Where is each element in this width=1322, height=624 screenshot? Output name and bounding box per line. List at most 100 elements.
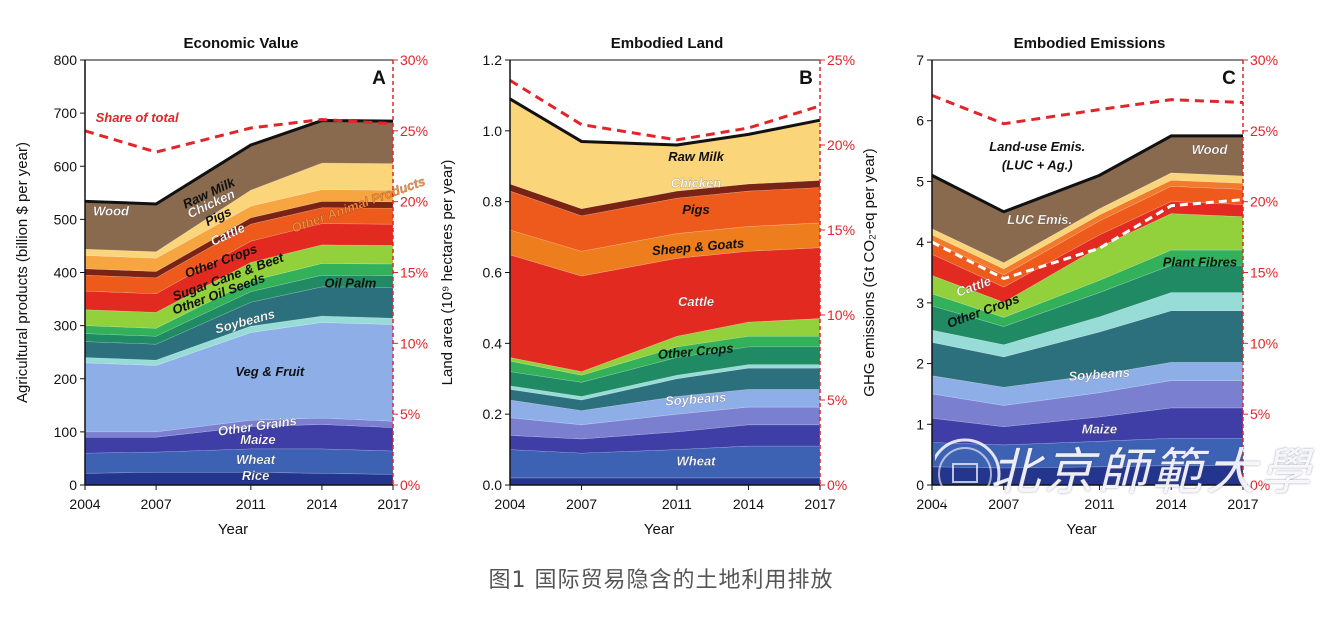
y-tick-label: 0.0: [483, 477, 503, 493]
y-tick-label: 6: [916, 113, 924, 129]
y2-tick-label: 0%: [1250, 477, 1270, 493]
share-of-total-line: [84, 117, 394, 154]
y-axis-label: GHG emissions (Gt CO₂-eq per year): [861, 148, 878, 396]
y2-tick-label: 20%: [400, 194, 428, 210]
y-tick-label: 4: [916, 234, 924, 250]
series-label-plant-fibres: Plant Fibres: [1163, 254, 1237, 269]
y-axis-label: Agricultural products (billion $ per yea…: [14, 142, 31, 403]
x-axis-label: Year: [1066, 521, 1096, 538]
y-tick-label: 800: [54, 52, 78, 68]
y2-tick-label: 30%: [400, 52, 428, 68]
series-label-cattle: Cattle: [678, 294, 714, 309]
y2-tick-label: 0%: [827, 477, 847, 493]
x-tick-label: 2014: [733, 496, 764, 512]
series-label-share-of-total: Share of total: [96, 110, 179, 125]
y2-tick-label: 5%: [400, 406, 420, 422]
y-tick-label: 3: [916, 295, 924, 311]
y-tick-label: 7: [916, 52, 924, 68]
series-label-rice: Rice: [242, 468, 269, 483]
x-tick-label: 2017: [804, 496, 835, 512]
y2-tick-label: 25%: [1250, 123, 1278, 139]
series-label-luc-emis: LUC Emis.: [1007, 212, 1072, 227]
series-label-oil-palm: Oil Palm: [324, 275, 376, 290]
y2-tick-label: 30%: [1250, 52, 1278, 68]
x-tick-label: 2004: [916, 496, 947, 512]
series-label-other-crops: Other Crops: [657, 340, 734, 362]
series-label-land-use-emis: Land-use Emis.: [989, 139, 1085, 154]
panel-letter: B: [799, 68, 813, 89]
panel-c: 0 1 2 3 4 5 6 7 0% 5% 10% 15% 20% 25% 30% 2004 2007 2011 2…: [861, 35, 1278, 538]
y2-tick-label: 10%: [1250, 335, 1278, 351]
y2-tick-label: 10%: [827, 307, 855, 323]
y2-tick-label: 15%: [1250, 265, 1278, 281]
series-label-maize: Maize: [240, 432, 275, 447]
y2-tick-label: 5%: [827, 392, 847, 408]
university-seal-icon: [935, 438, 1001, 510]
y-tick-label: 0.8: [483, 194, 503, 210]
x-tick-label: 2004: [69, 496, 100, 512]
y-tick-label: 600: [54, 158, 78, 174]
y-tick-label: 5: [916, 173, 924, 189]
total-line: [509, 97, 821, 147]
figure: 0 100 200 300 400 500 600 700 800 0% 5% 10% 15% 20% 25…: [14, 35, 1278, 538]
series-label-raw-milk: Raw Milk: [668, 149, 724, 164]
panel-b: 0.0 0.2 0.4 0.6 0.8 1.0 1.2 0% 5% 10% 15% 20% 25% 200…: [439, 35, 855, 538]
area-oil-palm: [84, 286, 394, 361]
y-tick-label: 0: [69, 477, 77, 493]
y-tick-label: 100: [54, 424, 78, 440]
y-tick-label: 1.0: [483, 123, 503, 139]
figure-caption: 图1 国际贸易隐含的土地利用排放: [488, 568, 834, 593]
total-line: [931, 134, 1243, 214]
area-maize: [84, 424, 394, 454]
area-wheat: [931, 437, 1244, 469]
y-tick-label: 500: [54, 211, 78, 227]
y-tick-label: 400: [54, 265, 78, 281]
series-label-veg-fruit: Veg & Fruit: [235, 364, 305, 379]
series-label-wood: Wood: [93, 204, 130, 219]
x-tick-label: 2017: [377, 496, 408, 512]
x-tick-label: 2017: [1227, 496, 1258, 512]
y-tick-label: 0: [916, 477, 924, 493]
series-label-wood: Wood: [1192, 142, 1229, 157]
y2-tick-label: 25%: [827, 52, 855, 68]
area-rice: [509, 477, 821, 486]
y2-tick-label: 10%: [400, 335, 428, 351]
y2-tick-label: 25%: [400, 123, 428, 139]
series-label-maize: Maize: [1082, 421, 1117, 436]
x-tick-label: 2014: [1156, 496, 1187, 512]
y-tick-label: 700: [54, 105, 78, 121]
share-of-total-line: [509, 79, 821, 142]
x-axis-label: Year: [218, 521, 248, 538]
panel-letter: C: [1222, 68, 1236, 89]
y2-tick-label: 0%: [400, 477, 420, 493]
y-tick-label: 300: [54, 318, 78, 334]
y-tick-label: 0.6: [483, 265, 503, 281]
x-tick-label: 2007: [140, 496, 171, 512]
series-label-chicken: Chicken: [671, 176, 722, 191]
series-label-wheat: Wheat: [236, 452, 276, 467]
chart-title: Embodied Land: [611, 35, 724, 52]
y-tick-label: 200: [54, 371, 78, 387]
y2-tick-label: 15%: [400, 265, 428, 281]
y-tick-label: 1.2: [483, 52, 503, 68]
x-tick-label: 2007: [988, 496, 1019, 512]
x-axis-label: Year: [644, 521, 674, 538]
chart-figure-svg: 01002003004005006007008000%5%10%15%20%25…: [14, 35, 1278, 538]
y2-tick-label: 15%: [827, 222, 855, 238]
series-label-soybeans: Soybeans: [1068, 365, 1130, 384]
x-tick-label: 2014: [306, 496, 337, 512]
x-tick-label: 2004: [494, 496, 525, 512]
area-sheep-goats: [509, 222, 821, 277]
series-label-pigs: Pigs: [682, 202, 709, 217]
y-tick-label: 0.2: [483, 406, 503, 422]
luc-emissions-line: [931, 198, 1244, 281]
chart-title: Economic Value: [183, 35, 298, 52]
watermark-text: 北京師範大學: [990, 443, 1314, 501]
y2-tick-label: 5%: [1250, 406, 1270, 422]
y-tick-label: 2: [916, 356, 924, 372]
y2-tick-label: 20%: [827, 137, 855, 153]
x-tick-label: 2011: [1084, 496, 1114, 512]
y2-tick-label: 20%: [1250, 194, 1278, 210]
x-tick-label: 2011: [662, 496, 692, 512]
y-axis-label: Land area (10⁹ hectares per year): [439, 160, 456, 386]
